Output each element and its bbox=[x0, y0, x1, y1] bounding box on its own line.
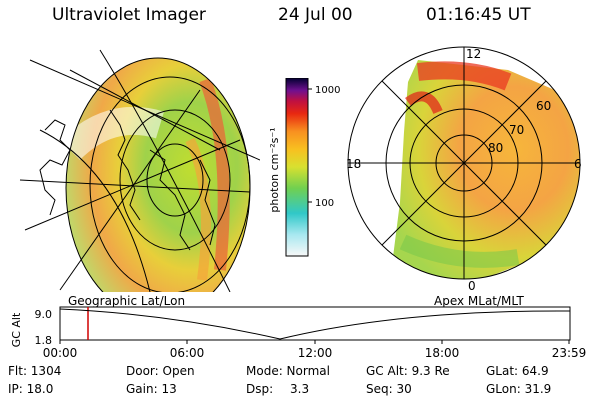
mode-value: Mode: Normal bbox=[246, 364, 330, 378]
timeline-ylabel: GC Alt bbox=[10, 312, 23, 347]
lat-label-70: 70 bbox=[509, 123, 524, 137]
gain-value: Gain: 13 bbox=[126, 382, 177, 396]
ip-value: IP: 18.0 bbox=[8, 382, 54, 396]
timeline-xtick-label: 00:00 bbox=[43, 346, 78, 360]
colorbar-tick-label: 1000 bbox=[315, 85, 340, 96]
colorbar-tick-label: 100 bbox=[315, 198, 334, 209]
altitude-curve bbox=[59, 308, 571, 340]
altitude-timeline: GC Alt 9.0 1.8 00:00 06:00 12:00 18:00 2… bbox=[10, 306, 587, 360]
geo-latitude: GLat: 64.9 bbox=[486, 364, 549, 378]
map-grid bbox=[19, 49, 260, 292]
timeline-xticks bbox=[59, 340, 570, 344]
timeline-xtick-label: 23:59 bbox=[552, 346, 587, 360]
mlt-label-0: 0 bbox=[468, 279, 476, 292]
colorbar-label: photon cm⁻²s⁻¹ bbox=[268, 127, 281, 212]
lat-label-60: 60 bbox=[536, 99, 551, 113]
timeline-ytick: 1.8 bbox=[35, 334, 53, 347]
timeline-ytick: 9.0 bbox=[35, 308, 53, 321]
door-status: Door: Open bbox=[126, 364, 195, 378]
gc-altitude: GC Alt: 9.3 Re bbox=[366, 364, 450, 378]
mlt-label-18: 18 bbox=[346, 157, 361, 171]
apex-title: Apex MLat/MLT bbox=[434, 294, 524, 308]
sequence-number: Seq: 30 bbox=[366, 382, 412, 396]
timeline-xtick-label: 18:00 bbox=[425, 346, 460, 360]
lat-label-80: 80 bbox=[488, 141, 503, 155]
earth-disk bbox=[66, 58, 250, 292]
timeline-xtick-label: 06:00 bbox=[170, 346, 205, 360]
colorbar-gradient bbox=[285, 78, 309, 257]
geographic-title: Geographic Lat/Lon bbox=[68, 294, 186, 308]
colorbar: 1000 100 photon cm⁻²s⁻¹ bbox=[268, 78, 340, 257]
app-title: Ultraviolet Imager bbox=[52, 5, 206, 25]
coastlines bbox=[39, 109, 216, 251]
geographic-image bbox=[19, 49, 260, 292]
mlt-label-6: 6 bbox=[574, 157, 582, 171]
mlt-label-12: 12 bbox=[466, 47, 481, 61]
time-label: 01:16:45 UT bbox=[426, 5, 531, 25]
flight-number: Flt: 1304 bbox=[8, 364, 62, 378]
dsp-value: 3.3 bbox=[290, 382, 310, 396]
timeline-xtick-label: 12:00 bbox=[298, 346, 333, 360]
dsp-label: Dsp: bbox=[246, 382, 274, 396]
polar-plot: 12 18 6 0 60 70 80 bbox=[346, 46, 582, 292]
polar-grid bbox=[347, 46, 581, 280]
geo-longitude: GLon: 31.9 bbox=[486, 382, 552, 396]
date-label: 24 Jul 00 bbox=[278, 5, 353, 25]
